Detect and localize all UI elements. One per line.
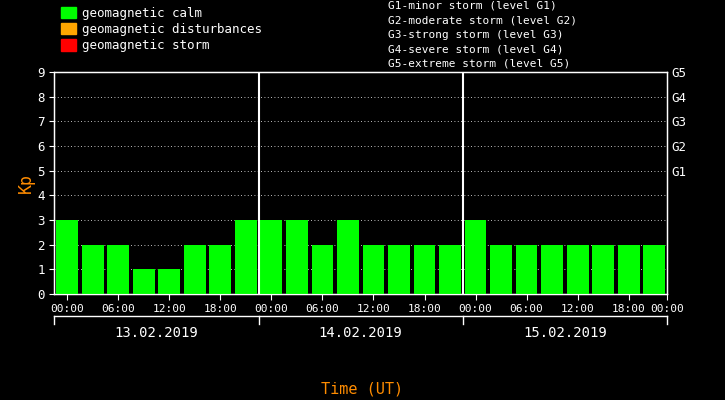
Bar xyxy=(592,245,614,294)
Bar xyxy=(337,220,359,294)
Bar xyxy=(643,245,665,294)
Bar xyxy=(158,269,180,294)
Bar xyxy=(107,245,129,294)
Bar xyxy=(312,245,334,294)
Bar xyxy=(260,220,282,294)
Bar xyxy=(414,245,435,294)
Bar xyxy=(515,245,537,294)
Bar xyxy=(210,245,231,294)
Legend: geomagnetic calm, geomagnetic disturbances, geomagnetic storm: geomagnetic calm, geomagnetic disturbanc… xyxy=(61,7,262,52)
Text: G1-minor storm (level G1)
G2-moderate storm (level G2)
G3-strong storm (level G3: G1-minor storm (level G1) G2-moderate st… xyxy=(388,1,577,68)
Bar xyxy=(286,220,307,294)
Bar xyxy=(439,245,461,294)
Bar xyxy=(184,245,206,294)
Bar xyxy=(82,245,104,294)
Bar xyxy=(618,245,639,294)
Bar xyxy=(57,220,78,294)
Bar xyxy=(465,220,486,294)
Bar xyxy=(490,245,512,294)
Bar xyxy=(388,245,410,294)
Bar xyxy=(133,269,154,294)
Bar xyxy=(542,245,563,294)
Bar xyxy=(362,245,384,294)
Text: 15.02.2019: 15.02.2019 xyxy=(523,326,607,340)
Text: Time (UT): Time (UT) xyxy=(321,381,404,396)
Text: 14.02.2019: 14.02.2019 xyxy=(319,326,402,340)
Bar xyxy=(235,220,257,294)
Text: 13.02.2019: 13.02.2019 xyxy=(115,326,199,340)
Bar xyxy=(567,245,589,294)
Y-axis label: Kp: Kp xyxy=(17,173,34,193)
